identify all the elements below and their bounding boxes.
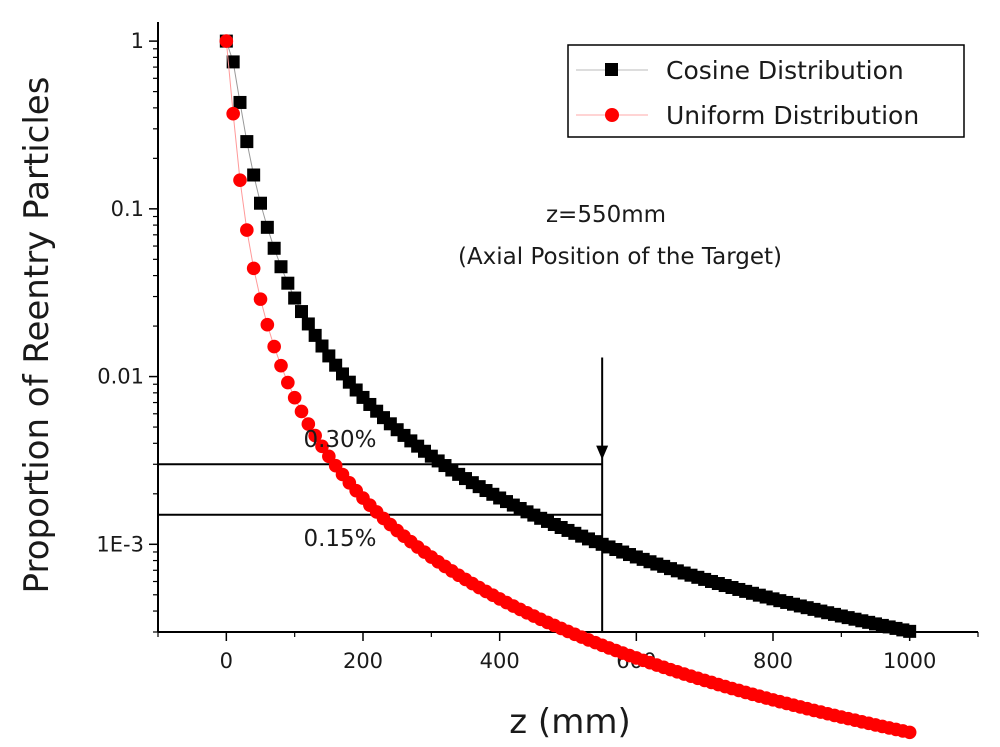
data-point-circle (240, 223, 254, 237)
y-axis-title: Proportion of Reentry Particles (17, 77, 57, 594)
data-point-square (233, 95, 247, 109)
y-tick-label: 0.01 (97, 365, 144, 389)
y-axis: 1 0.1 0.01 1E-3 (96, 29, 158, 633)
data-point-circle (287, 390, 302, 405)
data-point-square (274, 260, 288, 274)
data-point-circle (274, 358, 288, 373)
data-point-square (295, 305, 308, 319)
target-annotation-line1: z=550mm (546, 202, 666, 228)
y-tick-label: 1 (131, 29, 144, 53)
data-point-circle (267, 339, 281, 354)
data-point-circle (301, 417, 316, 431)
data-point-square (226, 55, 240, 69)
y-tick-label: 0.1 (111, 197, 144, 221)
data-point-circle (219, 34, 234, 48)
data-point-square (254, 196, 267, 210)
uniform-value-label: 0.15% (303, 526, 376, 552)
data-point-square (281, 276, 295, 290)
data-point-square (903, 624, 917, 638)
data-point-square (301, 317, 315, 331)
series-cosine (219, 34, 917, 638)
data-point-circle (294, 404, 309, 419)
data-point-circle (315, 439, 329, 454)
target-annotation-line2: (Axial Position of the Target) (458, 244, 782, 270)
x-axis-title: z (mm) (509, 702, 630, 742)
data-point-square (315, 339, 329, 353)
legend-label-cosine: Cosine Distribution (666, 56, 904, 85)
series-uniform (219, 34, 917, 740)
data-point-circle (260, 317, 275, 332)
legend-box (567, 44, 965, 138)
legend-marker-uniform (605, 108, 619, 122)
data-point-square (240, 135, 254, 149)
legend-label-uniform: Uniform Distribution (666, 101, 919, 130)
data-point-square (260, 220, 274, 234)
data-point-circle (902, 725, 917, 740)
x-tick-label: 0 (220, 649, 233, 673)
data-point-square (267, 241, 281, 255)
data-point-circle (253, 292, 268, 306)
legend-marker-cosine (605, 63, 618, 76)
data-point-square (247, 168, 261, 182)
target-arrowhead (596, 445, 609, 460)
y-tick-label: 1E-3 (96, 532, 144, 556)
data-point-circle (281, 375, 295, 390)
legend: Cosine Distribution Uniform Distribution (567, 44, 965, 138)
data-point-square (288, 291, 302, 305)
data-point-square (308, 328, 322, 342)
data-point-circle (226, 106, 240, 121)
x-tick-label: 400 (480, 649, 520, 673)
data-point-circle (308, 428, 322, 443)
x-tick-label: 200 (343, 649, 383, 673)
data-point-circle (322, 449, 336, 464)
x-tick-label: 800 (753, 649, 793, 673)
data-point-circle (233, 173, 247, 187)
x-tick-label: 1000 (883, 649, 936, 673)
series-layer (219, 34, 917, 740)
data-point-circle (246, 261, 261, 276)
reference-lines (158, 357, 609, 632)
cosine-value-label: 0.30% (303, 427, 376, 453)
